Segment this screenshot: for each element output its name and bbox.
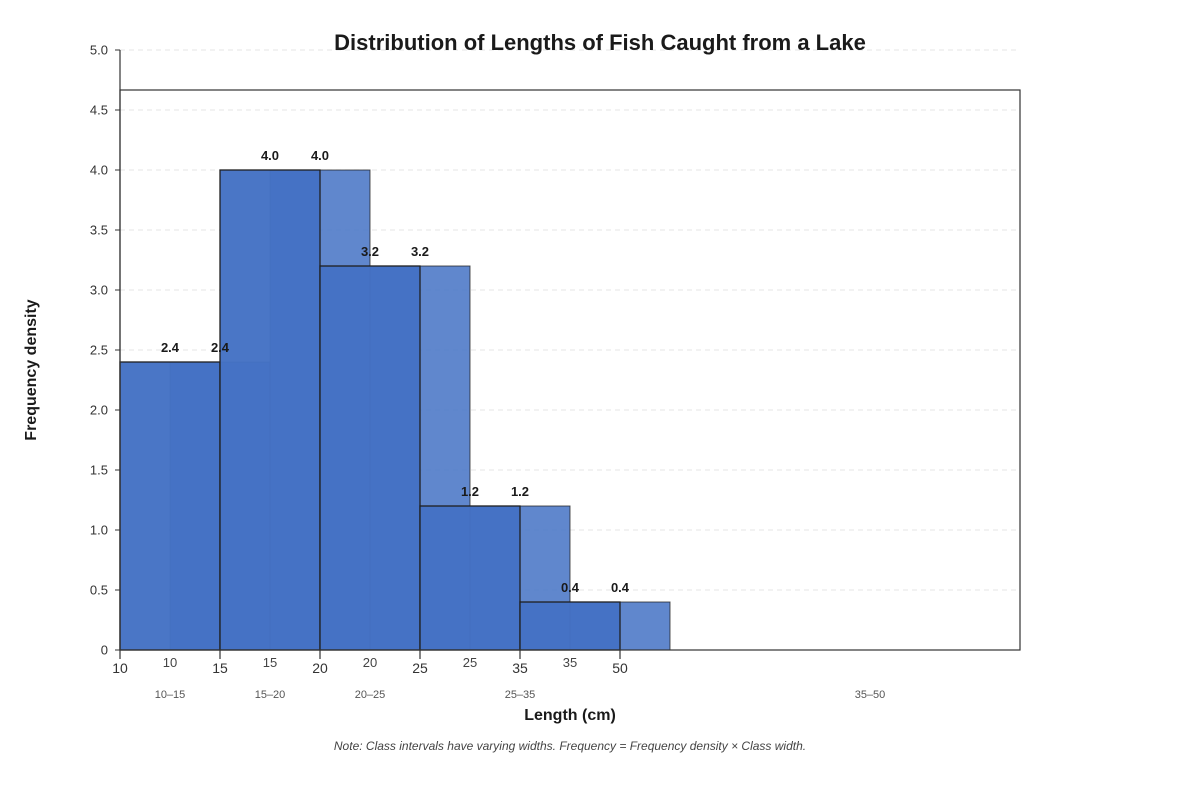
bar (319, 265, 421, 651)
bar (119, 361, 221, 651)
x-tick-label: 15 (212, 660, 228, 676)
bar-value-label: 2.4 (211, 340, 230, 355)
y-tick-label: 5.0 (90, 43, 108, 58)
series-main (119, 169, 621, 651)
bar-value-label: 1.2 (461, 484, 479, 499)
chart-title: Distribution of Lengths of Fish Caught f… (334, 30, 866, 55)
class-interval-label: 25–35 (505, 689, 536, 701)
x-tick-label: 15 (263, 655, 277, 670)
class-interval-label: 10–15 (155, 689, 186, 701)
x-tick-label: 20 (363, 655, 377, 670)
y-tick-label: 4.5 (90, 103, 108, 118)
bar-value-label: 4.0 (261, 148, 279, 163)
bar-value-label: 0.4 (611, 580, 630, 595)
bar-value-label: 3.2 (411, 244, 429, 259)
bar-labels: 2.4 4.0 3.2 1.2 0.4 2.4 4.0 3.2 1.2 0.4 (161, 148, 630, 595)
y-tick-label: 2.5 (90, 343, 108, 358)
y-tick-label: 0 (101, 643, 108, 658)
class-interval-label: 20–25 (355, 689, 386, 701)
bar-value-label: 3.2 (361, 244, 379, 259)
y-axis-title: Frequency density (23, 299, 40, 440)
grid (120, 49, 1020, 591)
x-tick-label: 50 (612, 660, 628, 676)
y-tick-label: 1.5 (90, 463, 108, 478)
x-tick-label: 35 (512, 660, 528, 676)
x-tick-label: 25 (463, 655, 477, 670)
y-tick-label: 0.5 (90, 583, 108, 598)
x-tick-label: 10 (163, 655, 177, 670)
axes: 0 0.5 1.0 1.5 2.0 2.5 3.0 3.5 4.0 4.5 5.0 10 15 20 25 3… (90, 43, 1021, 701)
y-tick-label: 1.0 (90, 523, 108, 538)
bar-value-label: 2.4 (161, 340, 180, 355)
bar (519, 601, 621, 651)
x-tick-label: 25 (412, 660, 428, 676)
y-tick-label: 3.0 (90, 283, 108, 298)
x-tick-label: 35 (563, 655, 577, 670)
y-tick-label: 3.5 (90, 223, 108, 238)
bar (219, 169, 321, 651)
chart-note: Note: Class intervals have varying width… (334, 739, 806, 753)
class-interval-label: 15–20 (255, 689, 286, 701)
x-tick-label: 10 (112, 660, 128, 676)
bar-value-label: 0.4 (561, 580, 580, 595)
y-tick-label: 4.0 (90, 163, 108, 178)
bar-value-label: 1.2 (511, 484, 529, 499)
bar-value-label: 4.0 (311, 148, 329, 163)
x-axis-title: Length (cm) (524, 707, 616, 724)
bar (419, 505, 521, 651)
class-interval-label: 35–50 (855, 689, 886, 701)
x-tick-label: 20 (312, 660, 328, 676)
y-tick-label: 2.0 (90, 403, 108, 418)
